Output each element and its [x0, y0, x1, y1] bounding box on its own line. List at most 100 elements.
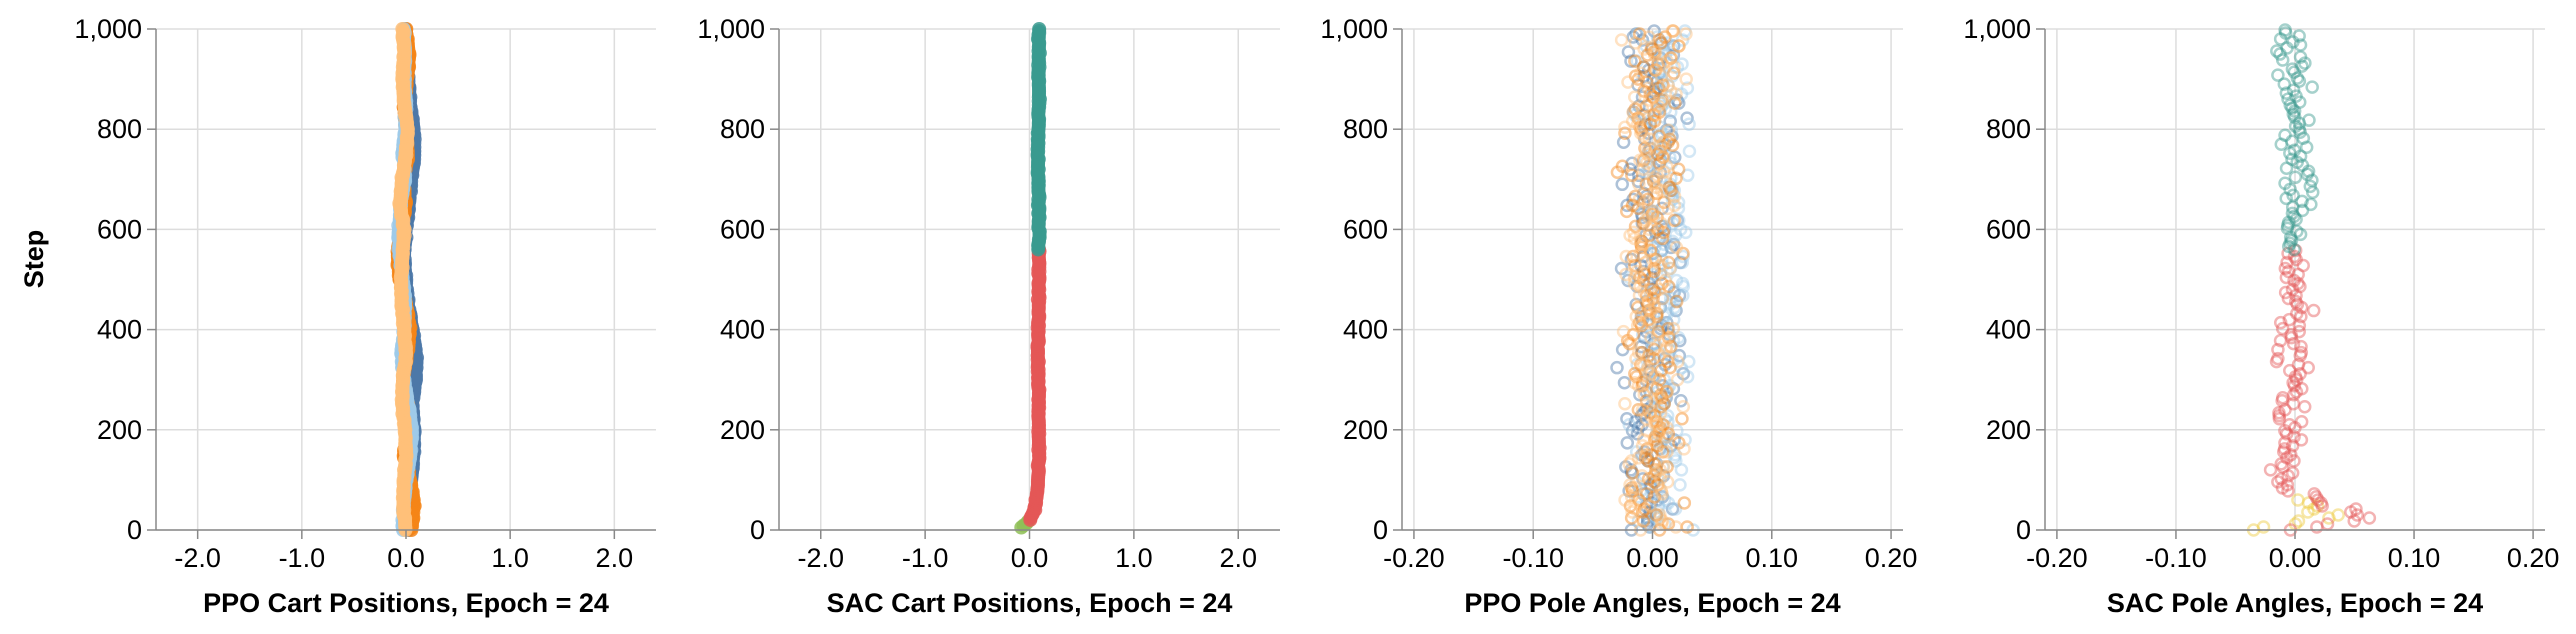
data-point: [1658, 102, 1673, 116]
data-point: [1631, 378, 1646, 393]
data-point: [1678, 433, 1692, 447]
data-point: [1651, 505, 1666, 519]
data-point: [2284, 327, 2298, 342]
data-point: [1633, 484, 1648, 498]
data-point: [1638, 451, 1653, 465]
data-point: [1678, 225, 1693, 240]
data-point: [1622, 336, 1637, 351]
data-point: [2293, 125, 2307, 139]
data-point: [2285, 466, 2300, 480]
data-point: [2284, 448, 2298, 462]
data-point: [1643, 505, 1657, 519]
data-point: [1644, 42, 1659, 56]
data-point: [1631, 451, 1646, 465]
data-point: [1652, 51, 1666, 65]
data-point: [1648, 45, 1663, 59]
data-point: [1650, 511, 1664, 525]
data-point: [1654, 69, 1669, 83]
data-point: [1674, 393, 1688, 408]
data-point: [2294, 339, 2308, 354]
data-point: [1639, 487, 1654, 501]
data-point: [1632, 192, 1647, 207]
data-point: [1666, 24, 1680, 38]
data-point: [1631, 174, 1645, 189]
y-tick-label: 200: [720, 415, 765, 445]
data-point: [2287, 104, 2302, 118]
x-tick-label: 0.20: [1865, 543, 1918, 573]
data-point: [1643, 87, 1658, 101]
data-point: [1643, 141, 1658, 155]
data-point: [1672, 39, 1686, 53]
data-point: [2294, 433, 2309, 447]
data-point: [1653, 390, 1668, 405]
data-point: [1636, 514, 1651, 528]
data-point: [1633, 279, 1647, 294]
data-point: [1630, 357, 1644, 372]
data-point: [2285, 101, 2299, 115]
y-tick-label: 400: [97, 315, 142, 345]
data-point: [2283, 146, 2297, 160]
data-point: [2289, 384, 2304, 399]
data-point: [1645, 207, 1660, 222]
data-point: [1669, 87, 1683, 101]
data-point: [1645, 487, 1659, 501]
data-point: [1652, 33, 1667, 47]
x-tick-label: 0.0: [387, 543, 425, 573]
data-point: [1656, 174, 1671, 189]
data-point: [1648, 457, 1662, 471]
data-point: [1639, 165, 1653, 180]
data-point: [1670, 93, 1684, 107]
data-point: [1648, 87, 1662, 101]
data-point: [1633, 387, 1647, 402]
data-point: [1639, 424, 1654, 438]
data-point: [1680, 81, 1695, 95]
data-point: [1658, 273, 1673, 288]
data-point: [2283, 363, 2297, 378]
data-point: [1655, 126, 1669, 140]
data-point: [1629, 351, 1643, 366]
data-point: [1641, 312, 1656, 327]
data-point: [1640, 442, 1654, 456]
data-point: [2273, 333, 2288, 348]
data-point: [1661, 123, 1676, 137]
data-point: [1644, 366, 1659, 381]
data-point: [1639, 294, 1653, 309]
data-point: [1643, 348, 1657, 363]
chart-panel-3: -0.20 -0.10 0.00 0.10 0.20 0 200 400 600 800 1,000…: [1320, 14, 1917, 618]
data-point: [1650, 315, 1665, 330]
data-point: [1663, 261, 1678, 276]
data-point: [2291, 493, 2305, 507]
data-point: [1656, 78, 1670, 92]
data-point: [2271, 475, 2285, 489]
data-point: [1661, 78, 1675, 92]
data-point: [1666, 39, 1681, 53]
data-point: [1650, 168, 1664, 183]
data-point: [1639, 372, 1653, 387]
data-point: [1655, 252, 1669, 267]
data-point: [2295, 59, 2309, 73]
data-point: [1642, 222, 1656, 237]
x-axis-title: SAC Pole Angles, Epoch = 24: [2107, 588, 2483, 618]
data-point: [1663, 105, 1678, 119]
data-point: [1641, 81, 1656, 95]
data-point: [1663, 360, 1677, 375]
data-point: [1671, 162, 1686, 177]
data-point: [2290, 297, 2305, 312]
y-tick-label: 200: [1343, 415, 1388, 445]
data-point: [1632, 27, 1647, 41]
data-point: [1673, 333, 1687, 348]
data-point: [1676, 400, 1691, 414]
data-point: [1648, 475, 1662, 489]
data-point: [1624, 490, 1639, 504]
data-point: [1639, 403, 1654, 417]
data-point: [1633, 270, 1647, 285]
data-point: [1660, 315, 1674, 330]
data-point: [1636, 375, 1650, 390]
data-point: [1651, 472, 1665, 486]
data-point: [1615, 342, 1630, 357]
data-point: [2278, 261, 2293, 276]
data-point: [1635, 378, 1649, 393]
data-point: [1666, 312, 1681, 327]
data-point: [1647, 508, 1662, 522]
data-point: [1672, 288, 1687, 303]
